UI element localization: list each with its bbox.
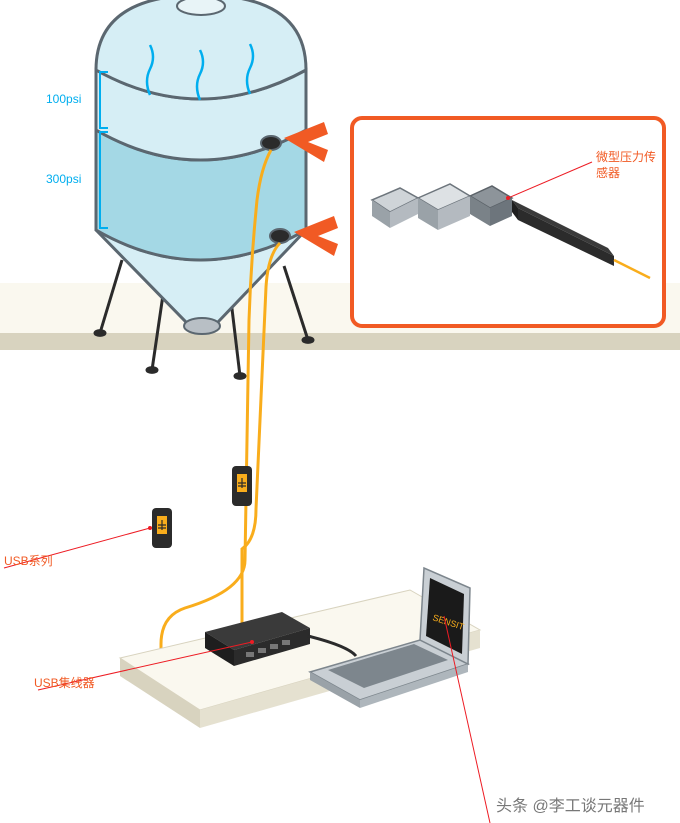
diagram-stage: SENSIT [0, 0, 680, 823]
usb-series-label: USB系列 [4, 552, 53, 569]
usb-hub-label: USB集线器 [34, 674, 95, 691]
usb-dongle-left [152, 508, 172, 548]
watermark-text: 头条 @李工谈元器件 [496, 792, 645, 816]
sensor-label-line2: 感器 [596, 164, 620, 181]
pressure-upper-label: 100psi [46, 92, 81, 106]
sensor-label-line1: 微型压力传 [596, 148, 656, 165]
diagram-svg: SENSIT [0, 0, 680, 823]
pressure-lower-label: 300psi [46, 172, 81, 186]
usb-dongle-right [232, 466, 252, 506]
